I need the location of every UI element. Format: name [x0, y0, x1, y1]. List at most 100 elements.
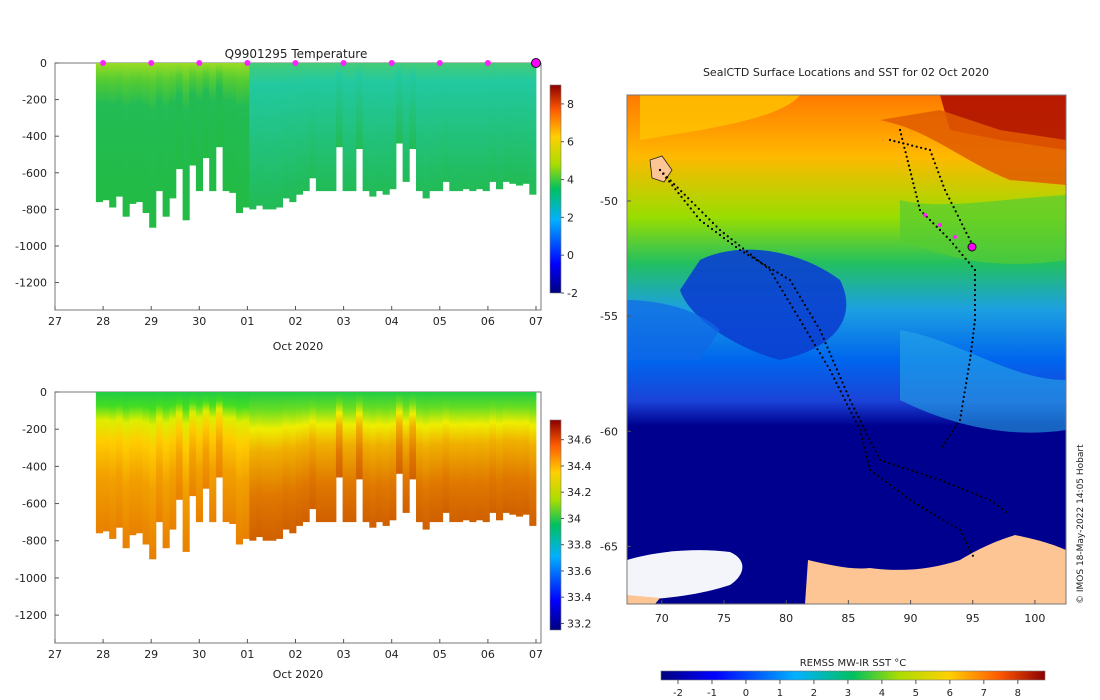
track-point: [743, 251, 746, 254]
profile-column: [422, 392, 430, 530]
profile-column: [502, 392, 510, 513]
track-point: [963, 227, 966, 230]
track-point: [714, 230, 718, 234]
track-point: [683, 199, 686, 202]
track-point: [904, 495, 908, 499]
profile-column: [122, 63, 130, 217]
track-point: [701, 211, 704, 214]
y-tick-label: -400: [22, 130, 47, 143]
profile-column: [275, 392, 283, 539]
track-point: [818, 328, 822, 332]
track-point: [968, 358, 972, 362]
map-y-tick-label: -65: [600, 540, 618, 553]
track-point: [862, 442, 865, 445]
track-point: [973, 278, 977, 282]
track-point: [761, 262, 764, 265]
y-tick-label: -200: [22, 423, 47, 436]
track-point: [960, 409, 963, 412]
track-point: [816, 348, 819, 351]
x-tick-label: 06: [481, 315, 495, 328]
profile-column: [382, 63, 390, 195]
track-point: [730, 242, 734, 246]
track-point: [773, 277, 777, 280]
x-tick-label: 28: [96, 315, 110, 328]
map-x-tick-label: 80: [779, 612, 793, 625]
track-point: [973, 303, 977, 307]
profile-column: [482, 392, 490, 523]
track-point: [878, 458, 882, 462]
track-point: [888, 462, 891, 465]
x-tick-label: 07: [529, 648, 543, 661]
track-point: [803, 303, 807, 307]
track-point: [832, 359, 835, 362]
map-x-tick-label: 85: [841, 612, 855, 625]
track-point: [948, 238, 952, 242]
temperature-xlabel: Oct 2020: [273, 340, 324, 353]
sst-colorbar-tick-label: 0: [743, 688, 749, 699]
surface-marker: [292, 60, 299, 66]
track-point: [962, 400, 965, 403]
track-point: [768, 266, 771, 269]
temperature-colorbar: [549, 84, 562, 294]
track-point: [943, 441, 947, 444]
surface-marker: [148, 60, 155, 66]
track-point: [835, 381, 838, 384]
track-point: [837, 372, 840, 375]
profile-column: [242, 63, 250, 208]
track-point: [666, 176, 669, 179]
profile-column: [356, 392, 364, 480]
track-point: [715, 225, 718, 228]
track-point: [671, 184, 674, 187]
track-point: [1004, 510, 1008, 514]
profile-column: [302, 63, 310, 192]
surface-marker: [484, 60, 491, 66]
track-point: [971, 554, 975, 557]
track-point: [824, 342, 827, 345]
track-point: [957, 486, 960, 489]
track-point: [911, 469, 914, 472]
track-point: [833, 363, 837, 367]
map-y-tick-label: -60: [600, 425, 618, 438]
track-point: [907, 164, 911, 167]
colorbar-tick-label: 2: [567, 211, 574, 224]
credit-text: © IMOS 18-May-2022 14:05 Hobart: [1076, 444, 1086, 604]
track-point: [945, 235, 948, 238]
track-point: [876, 474, 880, 478]
x-tick-label: 02: [289, 315, 303, 328]
track-point: [751, 256, 754, 259]
profile-column: [416, 63, 424, 192]
track-point: [841, 394, 845, 397]
track-point: [958, 418, 962, 422]
track-point: [971, 341, 974, 344]
profile-column: [155, 63, 163, 192]
profile-column: [149, 63, 157, 228]
track-point: [892, 486, 896, 490]
map-x-tick-label: 70: [655, 612, 669, 625]
sst-colorbar-tick-label: -1: [707, 688, 717, 699]
track-point: [863, 446, 866, 449]
track-point: [793, 287, 797, 290]
temperature-panel: Q9901295 Temperature 27 28 29 30 01 02 03 04 05 0…: [15, 47, 578, 353]
profile-column: [402, 63, 410, 182]
profile-column: [109, 63, 117, 208]
profile-column: [135, 392, 143, 534]
track-point: [711, 221, 715, 224]
temperature-title: Q9901295 Temperature: [225, 47, 368, 61]
x-tick-label: 07: [529, 315, 543, 328]
surface-marker: [388, 60, 395, 66]
profile-column: [449, 392, 457, 523]
track-point: [973, 283, 977, 287]
colorbar-tick-label: 33.6: [567, 565, 592, 578]
track-point: [695, 215, 699, 218]
track-point: [854, 420, 857, 423]
track-point: [738, 248, 742, 252]
track-point: [948, 197, 951, 200]
track-point: [952, 484, 955, 487]
surface-marker: [244, 60, 251, 66]
track-point: [820, 333, 824, 336]
x-tick-label: 01: [240, 648, 254, 661]
profile-column: [522, 63, 530, 184]
profile-column: [489, 63, 497, 182]
track-point: [855, 411, 858, 414]
recent-surface-point: [923, 213, 927, 217]
